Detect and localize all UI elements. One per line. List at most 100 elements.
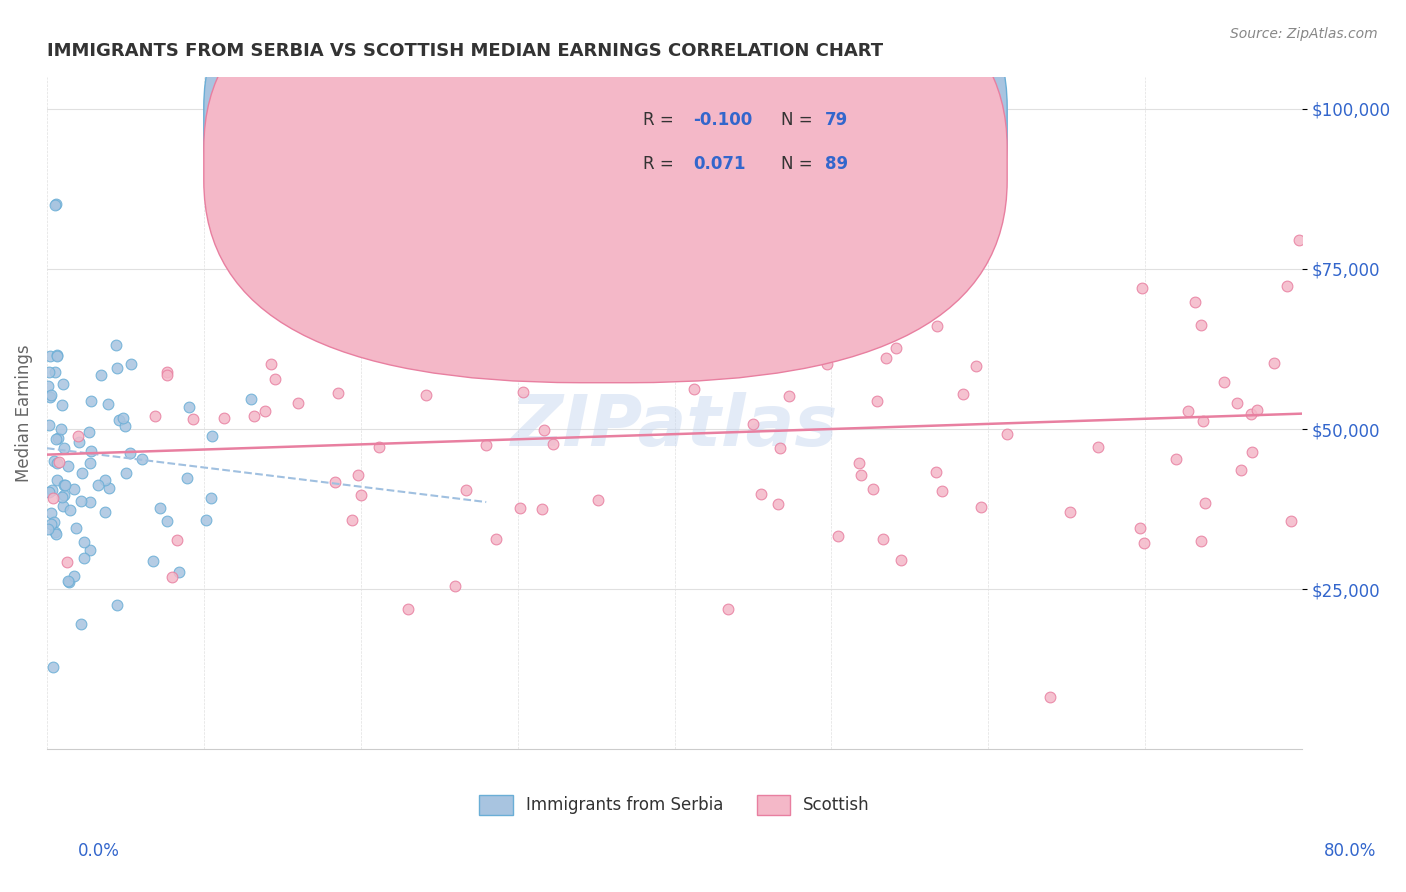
- Point: [1189, 318, 1212, 332]
- Point: [55, 555, 77, 569]
- Point: [38, 391, 60, 405]
- Point: [1240, 407, 1263, 421]
- Point: [42, 491, 65, 505]
- Point: [347, 467, 370, 482]
- Point: [63, 483, 86, 497]
- Point: [44, 524, 66, 539]
- Point: [766, 497, 789, 511]
- Point: [778, 389, 800, 403]
- Point: [52, 499, 75, 513]
- Point: [70, 494, 93, 508]
- Point: [46, 473, 69, 487]
- Point: [742, 417, 765, 431]
- Point: [177, 401, 200, 415]
- Point: [253, 404, 276, 418]
- Point: [396, 601, 419, 615]
- Point: [443, 578, 465, 592]
- Point: [38, 366, 60, 380]
- Text: -0.100: -0.100: [693, 112, 752, 129]
- Point: [73, 550, 96, 565]
- Point: [1184, 294, 1206, 309]
- Point: [752, 360, 775, 375]
- Point: [212, 410, 235, 425]
- Point: [55, 478, 77, 492]
- FancyBboxPatch shape: [548, 103, 976, 204]
- Point: [1177, 404, 1199, 418]
- Point: [367, 441, 389, 455]
- Point: [1241, 444, 1264, 458]
- Text: N =: N =: [782, 112, 818, 129]
- Point: [1230, 463, 1253, 477]
- Point: [243, 409, 266, 424]
- Text: 80.0%: 80.0%: [1323, 842, 1376, 860]
- Point: [67, 434, 90, 449]
- Point: [1164, 452, 1187, 467]
- Point: [851, 467, 873, 482]
- Point: [142, 553, 165, 567]
- Point: [70, 617, 93, 632]
- Point: [46, 456, 69, 470]
- Point: [1128, 521, 1150, 535]
- Point: [243, 131, 266, 145]
- Point: [87, 478, 110, 492]
- Point: [866, 393, 889, 408]
- Point: [717, 602, 740, 616]
- Point: [1309, 572, 1331, 586]
- Point: [970, 500, 993, 515]
- Point: [1226, 396, 1249, 410]
- Point: [682, 382, 704, 396]
- Point: [77, 425, 100, 439]
- Point: [44, 198, 66, 212]
- Point: [79, 495, 101, 509]
- Point: [45, 432, 67, 446]
- Point: [51, 399, 73, 413]
- Point: [39, 506, 62, 520]
- Point: [260, 357, 283, 371]
- Point: [1288, 233, 1310, 247]
- Point: [105, 338, 128, 352]
- Point: [62, 569, 84, 583]
- Point: [472, 352, 495, 367]
- Point: [90, 368, 112, 382]
- Point: [156, 514, 179, 528]
- Point: [41, 483, 63, 498]
- Point: [194, 512, 217, 526]
- Point: [45, 348, 67, 362]
- Text: Source: ZipAtlas.com: Source: ZipAtlas.com: [1230, 27, 1378, 41]
- Point: [1263, 356, 1285, 370]
- Point: [1039, 690, 1062, 705]
- Point: [52, 377, 75, 392]
- Point: [112, 411, 135, 425]
- Point: [1275, 279, 1298, 293]
- FancyBboxPatch shape: [204, 0, 1007, 383]
- Point: [160, 570, 183, 584]
- Point: [925, 466, 948, 480]
- Point: [39, 516, 62, 531]
- Point: [67, 429, 90, 443]
- Point: [884, 341, 907, 355]
- Point: [875, 351, 897, 365]
- Point: [965, 359, 987, 373]
- Point: [239, 392, 262, 407]
- Point: [454, 483, 477, 497]
- Point: [200, 491, 222, 506]
- Point: [340, 513, 363, 527]
- Point: [70, 467, 93, 481]
- Point: [52, 488, 75, 502]
- Point: [59, 503, 82, 517]
- Y-axis label: Median Earnings: Median Earnings: [15, 344, 32, 482]
- Point: [531, 501, 554, 516]
- Point: [201, 429, 224, 443]
- Point: [541, 436, 564, 450]
- Point: [80, 444, 103, 458]
- Point: [53, 442, 76, 456]
- Point: [94, 473, 117, 487]
- Point: [287, 396, 309, 410]
- Point: [39, 387, 62, 401]
- Point: [167, 566, 190, 580]
- Point: [45, 527, 67, 541]
- Point: [181, 411, 204, 425]
- Text: ZIPatlas: ZIPatlas: [510, 392, 838, 461]
- Point: [485, 533, 508, 547]
- Point: [131, 452, 153, 467]
